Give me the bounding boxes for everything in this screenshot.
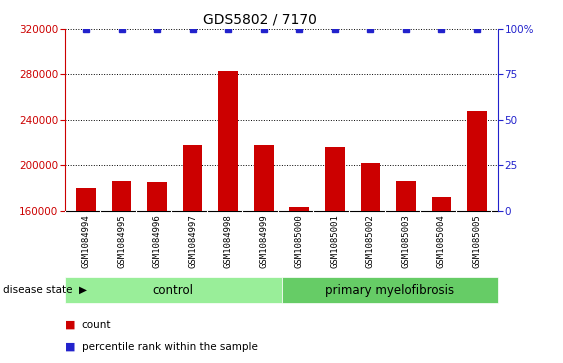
- Text: control: control: [153, 284, 194, 297]
- FancyBboxPatch shape: [65, 277, 282, 303]
- Text: GSM1084994: GSM1084994: [82, 214, 91, 268]
- Text: GSM1084998: GSM1084998: [224, 214, 233, 268]
- Text: GSM1084997: GSM1084997: [188, 214, 197, 268]
- Bar: [396, 181, 415, 363]
- Text: GSM1084996: GSM1084996: [153, 214, 162, 268]
- Text: percentile rank within the sample: percentile rank within the sample: [82, 342, 257, 352]
- Text: ■: ■: [65, 342, 75, 352]
- Text: GSM1085002: GSM1085002: [366, 214, 375, 268]
- Bar: [432, 197, 451, 363]
- Bar: [289, 207, 309, 363]
- Title: GDS5802 / 7170: GDS5802 / 7170: [203, 12, 317, 26]
- Bar: [467, 111, 486, 363]
- Text: GSM1085004: GSM1085004: [437, 214, 446, 268]
- Bar: [112, 181, 131, 363]
- Bar: [183, 145, 203, 363]
- Text: GSM1085003: GSM1085003: [401, 214, 410, 268]
- Text: disease state  ▶: disease state ▶: [3, 285, 87, 295]
- Text: GSM1085005: GSM1085005: [472, 214, 481, 268]
- Bar: [218, 71, 238, 363]
- Text: GSM1085000: GSM1085000: [295, 214, 304, 268]
- FancyBboxPatch shape: [282, 277, 498, 303]
- Bar: [360, 163, 380, 363]
- Bar: [325, 147, 345, 363]
- Text: ■: ■: [65, 320, 75, 330]
- Text: GSM1084999: GSM1084999: [259, 214, 268, 268]
- Bar: [254, 145, 274, 363]
- Text: primary myelofibrosis: primary myelofibrosis: [325, 284, 454, 297]
- Text: GSM1084995: GSM1084995: [117, 214, 126, 268]
- Text: GSM1085001: GSM1085001: [330, 214, 339, 268]
- Bar: [77, 188, 96, 363]
- Bar: [148, 182, 167, 363]
- Text: count: count: [82, 320, 111, 330]
